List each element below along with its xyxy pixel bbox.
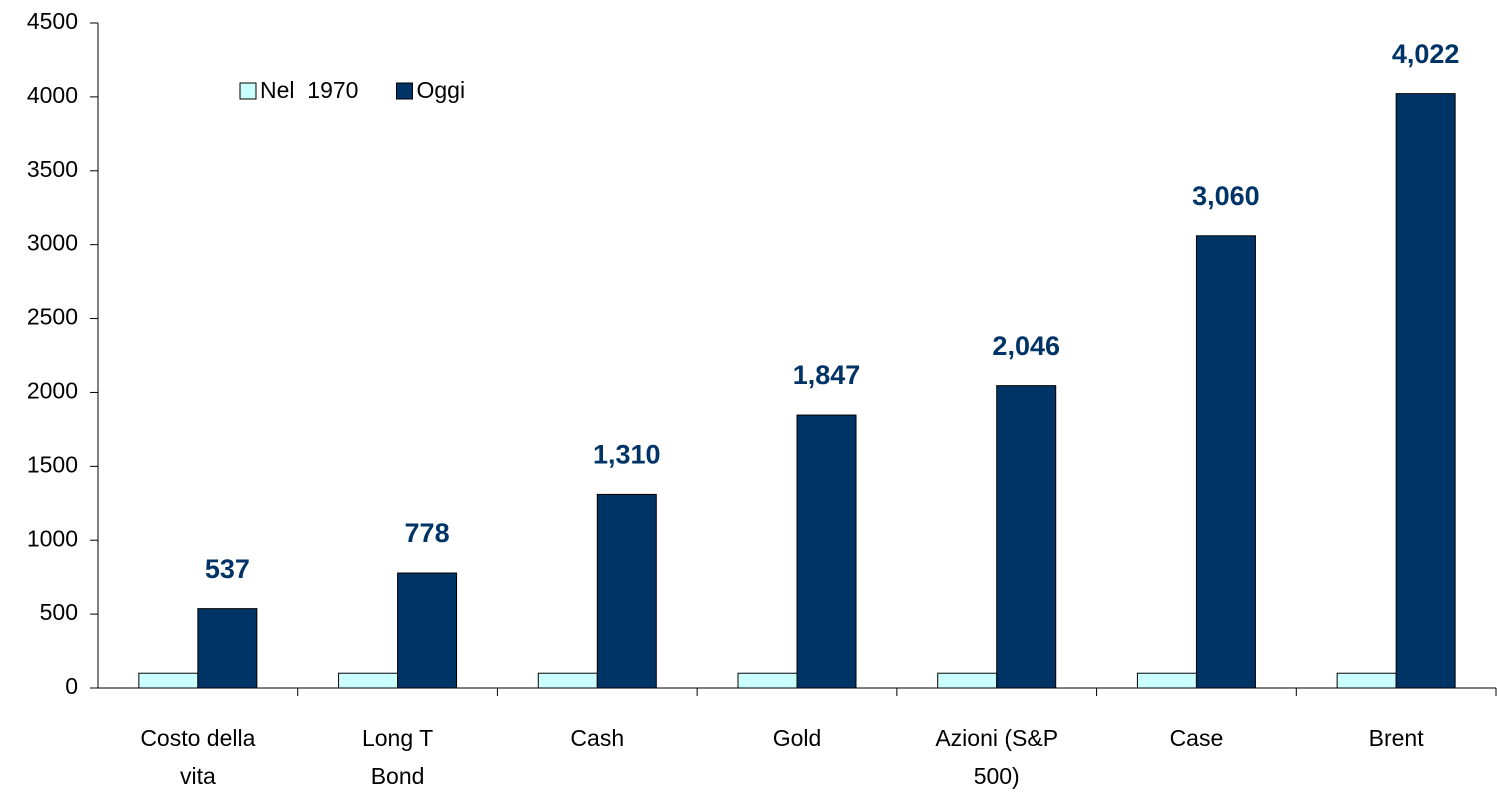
y-tick-label: 1500: [27, 451, 78, 477]
y-tick-label: 500: [40, 599, 78, 625]
value-label: 4,022: [1392, 39, 1460, 69]
x-tick-label: Brent: [1369, 725, 1425, 751]
bar: [1395, 93, 1456, 689]
bar: [138, 672, 199, 689]
value-label: 2,046: [992, 331, 1060, 361]
x-tick-label: Azioni (S&P 500): [935, 725, 1058, 789]
bar: [197, 608, 258, 689]
bar: [737, 672, 798, 689]
bar: [338, 672, 399, 689]
bar: [397, 572, 458, 689]
legend-swatch: [395, 82, 413, 100]
value-label: 1,847: [793, 360, 861, 390]
bar: [796, 414, 857, 689]
bar: [1336, 672, 1397, 689]
value-label: 778: [405, 518, 450, 548]
value-label: 537: [205, 554, 250, 584]
bar: [596, 493, 657, 689]
x-tick-label: Costo della vita: [140, 725, 255, 789]
legend-label: Nel 1970: [260, 77, 358, 103]
x-tick-label: Cash: [570, 725, 624, 751]
bar: [937, 672, 998, 689]
x-tick-label: Gold: [773, 725, 822, 751]
bar: [1195, 235, 1256, 689]
legend-swatch: [239, 82, 257, 100]
y-tick-label: 4000: [27, 82, 78, 108]
value-label: 1,310: [593, 440, 661, 470]
y-tick-label: 2500: [27, 304, 78, 330]
y-tick-label: 1000: [27, 525, 78, 551]
bar: [1136, 672, 1197, 689]
y-tick-label: 3500: [27, 156, 78, 182]
bar: [537, 672, 598, 689]
value-label: 3,060: [1192, 181, 1260, 211]
y-tick-label: 3000: [27, 230, 78, 256]
y-tick-label: 4500: [27, 8, 78, 34]
bar: [996, 385, 1057, 689]
y-tick-label: 0: [65, 673, 78, 699]
legend-label: Oggi: [416, 77, 465, 103]
y-tick-label: 2000: [27, 378, 78, 404]
x-tick-label: Case: [1170, 725, 1224, 751]
x-tick-label: Long T Bond: [362, 725, 433, 789]
